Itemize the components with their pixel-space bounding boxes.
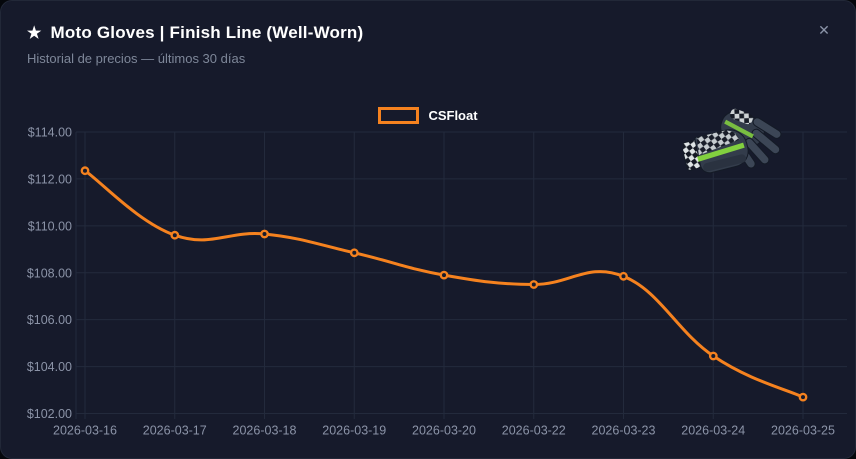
data-point[interactable] (349, 248, 359, 258)
x-tick-label: 2026-03-17 (143, 424, 207, 438)
data-point[interactable] (260, 229, 269, 239)
star-icon: ★ (27, 25, 42, 42)
x-tick-label: 2026-03-18 (233, 424, 297, 438)
data-point[interactable] (170, 230, 180, 240)
x-tick-label: 2026-03-23 (592, 424, 656, 438)
legend-csfloat[interactable]: CSFloat (1, 107, 855, 124)
x-tick-label: 2026-03-25 (771, 424, 835, 438)
x-tick-label: 2026-03-24 (681, 424, 745, 438)
close-button[interactable]: ✕ (811, 17, 837, 43)
item-image-moto-gloves (683, 108, 782, 174)
x-tick-label: 2026-03-22 (502, 424, 566, 438)
data-point[interactable] (80, 166, 90, 176)
legend-swatch (378, 107, 420, 124)
data-point[interactable] (439, 270, 449, 280)
glove-left (683, 129, 749, 174)
y-tick-label: $112.00 (28, 172, 72, 186)
y-tick-label: $104.00 (27, 360, 72, 374)
x-tick-label: 2026-03-19 (322, 424, 386, 438)
legend-label: CSFloat (428, 108, 478, 123)
x-tick-label: 2026-03-16 (53, 424, 117, 438)
chart-subtitle: Historial de precios — últimos 30 días (27, 51, 246, 66)
data-point[interactable] (529, 280, 539, 289)
data-point[interactable] (708, 351, 718, 361)
x-tick-label: 2026-03-20 (412, 424, 476, 438)
y-tick-label: $108.00 (27, 266, 72, 280)
y-tick-label: $106.00 (27, 313, 72, 327)
y-tick-label: $110.00 (28, 219, 72, 233)
modal-title-row: ★ Moto Gloves | Finish Line (Well-Worn) (27, 23, 363, 43)
y-tick-label: $102.00 (27, 407, 72, 421)
data-point[interactable] (798, 392, 808, 402)
y-tick-label: $114.00 (28, 126, 72, 140)
page-title: Moto Gloves | Finish Line (Well-Worn) (50, 23, 364, 42)
data-point[interactable] (619, 271, 628, 281)
